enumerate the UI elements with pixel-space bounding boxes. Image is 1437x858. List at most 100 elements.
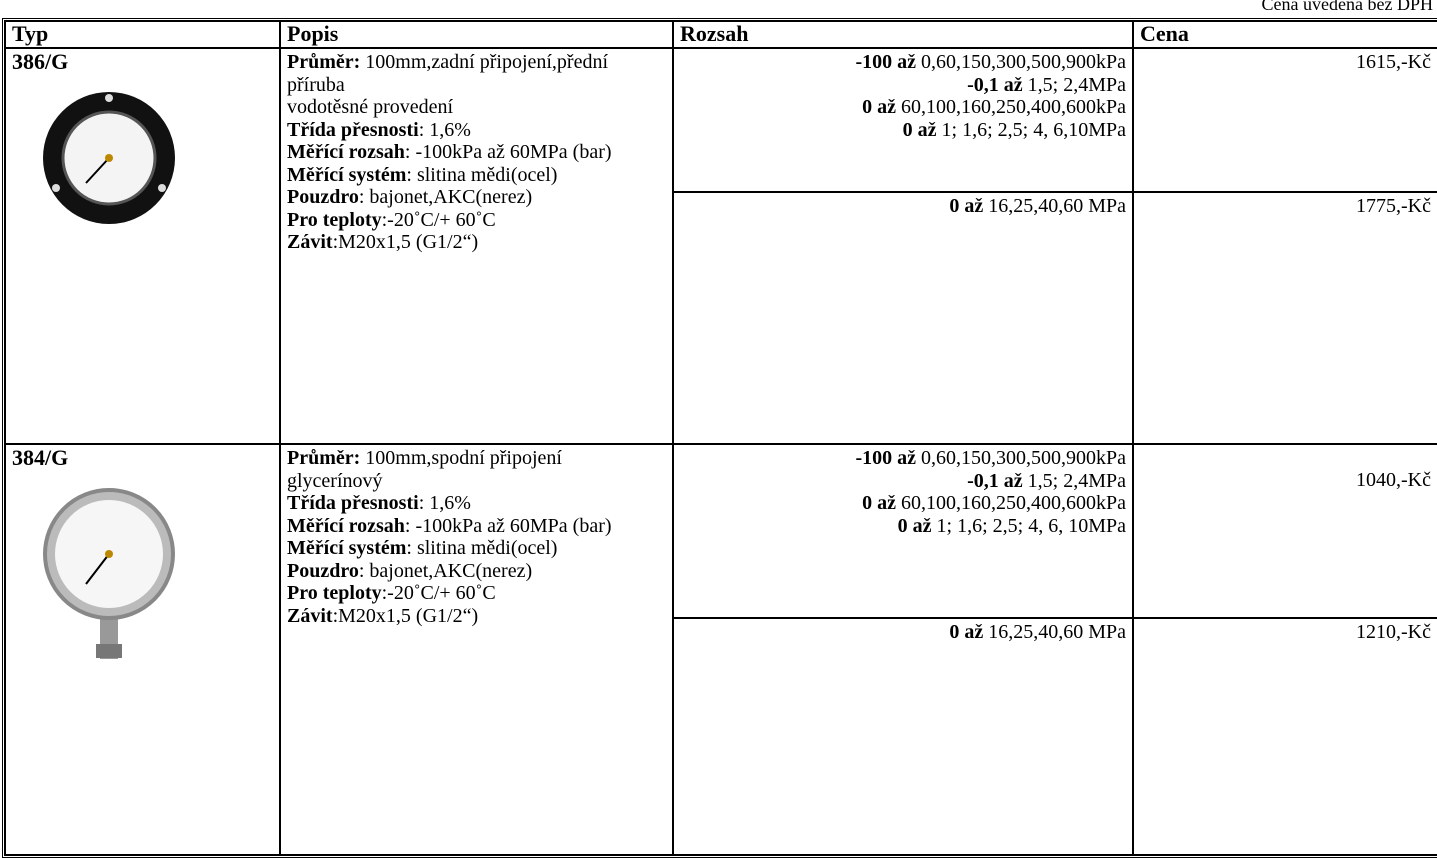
text: : bajonet,AKC(nerez) — [358, 559, 533, 582]
price-note: Cena uvedena bez DPH — [1261, 0, 1433, 14]
text: :M20x1,5 (G1/2“) — [332, 604, 479, 627]
description-cell: Průměr: 100mm,spodní připojení glycerínov… — [280, 444, 673, 855]
price-cell: 1210,-Kč — [1133, 618, 1437, 855]
text: :M20x1,5 (G1/2“) — [332, 231, 479, 253]
text-line: 0 až 16,25,40,60 MPa — [680, 195, 1126, 218]
text: : bajonet,AKC(nerez) — [358, 186, 533, 208]
bold-label: Průměr: — [287, 447, 361, 469]
text-line: Měřící systém: slitina mědi(ocel) — [287, 537, 666, 560]
gauge-image — [43, 487, 175, 659]
text: 0,60,150,300,500,900kPa — [921, 447, 1126, 469]
price: 1615,-Kč — [1356, 51, 1431, 73]
text-line: Měřící rozsah: -100kPa až 60MPa (bar) — [287, 515, 666, 538]
text: 100mm,spodní připojení — [365, 447, 562, 469]
column-header: Cena — [1133, 21, 1437, 48]
column-header: Popis — [280, 21, 673, 48]
text-line: Pro teploty:-20˚C/+ 60˚C — [287, 582, 666, 605]
text-line: 0 až 16,25,40,60 MPa — [680, 621, 1126, 644]
range-cell: 0 až 16,25,40,60 MPa — [673, 192, 1133, 444]
bold-label: -0,1 až — [967, 73, 1023, 96]
text: 60,100,160,250,400,600kPa — [901, 492, 1126, 514]
text-line: Průměr: 100mm,zadní připojení,přední pří… — [287, 51, 666, 96]
text: 1,5; 2,4MPa — [1027, 469, 1126, 492]
bold-label: Třída přesnosti — [287, 492, 419, 514]
range-cell: -100 až 0,60,150,300,500,900kPa -0,1 až 1… — [673, 48, 1133, 192]
description-cell: Průměr: 100mm,zadní připojení,přední pří… — [280, 48, 673, 444]
bold-label: -0,1 až — [967, 469, 1023, 492]
text: vodotěsné provedení — [287, 96, 454, 118]
price: 1210,-Kč — [1356, 621, 1431, 643]
column-header: Typ — [5, 21, 280, 48]
text-line: glycerínový — [287, 470, 666, 493]
text: 1; 1,6; 2,5; 4, 6,10MPa — [941, 118, 1126, 141]
table-row: 384/G Průměr: 100mm,spodní připojení glyce… — [5, 444, 1437, 855]
text: 16,25,40,60 MPa — [988, 195, 1126, 217]
bold-label: 0 až — [949, 621, 984, 643]
text: : 1,6% — [418, 492, 471, 514]
bold-label: -100 až — [855, 51, 916, 73]
text-line: Závit:M20x1,5 (G1/2“) — [287, 231, 666, 254]
price: 1775,-Kč — [1356, 195, 1431, 217]
type-cell: 386/G — [5, 48, 280, 444]
price-cell: 1775,-Kč — [1133, 192, 1437, 444]
gauge-image — [43, 91, 175, 224]
text: 1; 1,6; 2,5; 4, 6, 10MPa — [936, 514, 1126, 537]
text-line: 0 až 60,100,160,250,400,600kPa — [680, 492, 1126, 515]
range-cell: 0 až 16,25,40,60 MPa — [673, 618, 1133, 855]
bold-label: 0 až — [862, 96, 896, 118]
price-cell: 1615,-Kč — [1133, 48, 1437, 192]
text-line: 0 až 60,100,160,250,400,600kPa — [680, 96, 1126, 119]
text-line: Pouzdro: bajonet,AKC(nerez) — [287, 560, 666, 583]
text: : 1,6% — [418, 118, 471, 141]
price-cell: 1040,-Kč — [1133, 444, 1437, 618]
text: : -100kPa až 60MPa (bar) — [404, 141, 612, 163]
bold-label: Závit — [287, 231, 333, 253]
text-line: Měřící rozsah: -100kPa až 60MPa (bar) — [287, 141, 666, 164]
text: 0,60,150,300,500,900kPa — [921, 51, 1126, 73]
text-line: Pouzdro: bajonet,AKC(nerez) — [287, 186, 666, 209]
text: glycerínový — [287, 469, 383, 492]
table-row: 386/G Průměr: 100mm,zadní připojení,předn… — [5, 48, 1437, 444]
text-line: -100 až 0,60,150,300,500,900kPa — [680, 51, 1126, 74]
text-line: 0 až 1; 1,6; 2,5; 4, 6,10MPa — [680, 119, 1126, 142]
text: 1,5; 2,4MPa — [1027, 73, 1126, 96]
text-line: -0,1 až 1,5; 2,4MPa — [680, 470, 1126, 493]
text: :-20˚C/+ 60˚C — [381, 208, 496, 231]
bold-label: Třída přesnosti — [287, 118, 419, 141]
type-cell: 384/G — [5, 444, 280, 855]
bold-label: Závit — [287, 604, 333, 627]
bold-label: Pro teploty — [287, 208, 382, 231]
text-line: Průměr: 100mm,spodní připojení — [287, 447, 666, 470]
text-line: -0,1 až 1,5; 2,4MPa — [680, 74, 1126, 97]
text: : -100kPa až 60MPa (bar) — [404, 514, 612, 537]
bold-label: -100 až — [855, 447, 916, 469]
column-header: Rozsah — [673, 21, 1133, 48]
bold-label: Měřící systém — [287, 537, 407, 559]
range-cell: -100 až 0,60,150,300,500,900kPa -0,1 až 1… — [673, 444, 1133, 618]
bold-label: 0 až — [949, 195, 984, 217]
text-line: Pro teploty:-20˚C/+ 60˚C — [287, 209, 666, 232]
text: 16,25,40,60 MPa — [988, 621, 1126, 643]
text-line: Třída přesnosti: 1,6% — [287, 119, 666, 142]
bold-label: 0 až — [902, 118, 937, 141]
text-line: vodotěsné provedení — [287, 96, 666, 119]
bold-label: Měřící systém — [287, 163, 407, 186]
bold-label: 0 až — [862, 492, 896, 514]
bold-label: Pouzdro — [287, 186, 359, 208]
text: :-20˚C/+ 60˚C — [381, 582, 496, 604]
text: 100mm,zadní připojení,přední příruba — [287, 51, 609, 96]
text-line: Závit:M20x1,5 (G1/2“) — [287, 605, 666, 628]
text: : slitina mědi(ocel) — [406, 163, 558, 186]
text-line: Měřící systém: slitina mědi(ocel) — [287, 164, 666, 187]
bold-label: Pouzdro — [287, 559, 359, 582]
text-line: -100 až 0,60,150,300,500,900kPa — [680, 447, 1126, 470]
text: : slitina mědi(ocel) — [406, 537, 558, 559]
header-row: Typ Popis Rozsah Cena — [5, 21, 1437, 48]
price: 1040,-Kč — [1356, 469, 1431, 491]
text: 60,100,160,250,400,600kPa — [901, 96, 1126, 118]
bold-label: Měřící rozsah — [287, 514, 405, 537]
price-table: Typ Popis Rozsah Cena 386/G Průměr: 100mm,za… — [2, 18, 1437, 858]
bold-label: Měřící rozsah — [287, 141, 405, 163]
type-label: 386/G — [12, 49, 69, 74]
